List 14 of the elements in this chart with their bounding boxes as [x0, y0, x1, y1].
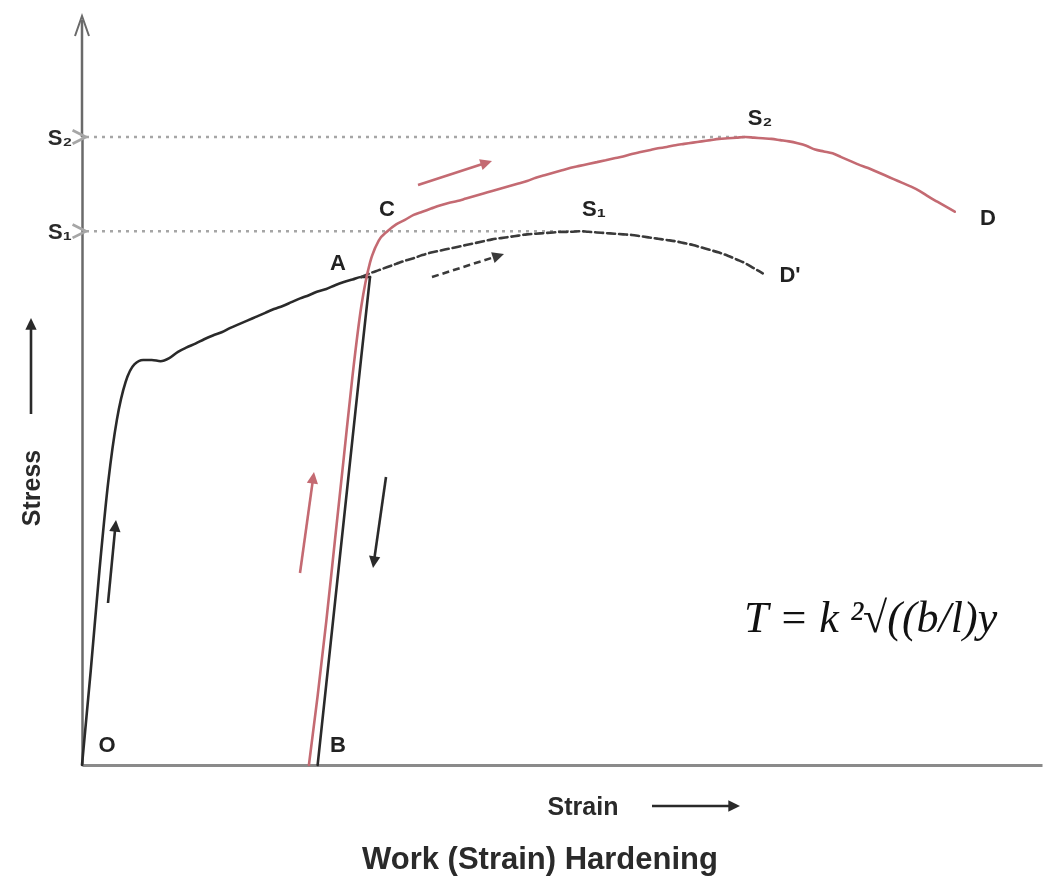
y-axis-title: Stress — [17, 449, 45, 527]
text: S₂ — [747, 104, 773, 130]
x-axis-title: Strain — [547, 792, 619, 820]
annotation: C — [379, 195, 396, 221]
text: Work (Strain) Hardening — [362, 840, 718, 876]
annotation: O — [98, 731, 116, 757]
annotation: D' — [779, 261, 801, 287]
annotation: B — [330, 731, 346, 757]
ref-line-label: S₁ — [48, 218, 72, 244]
annotation: S₁ — [582, 195, 606, 221]
annotation: D — [980, 204, 996, 230]
annotation: A — [330, 249, 347, 275]
annotation: T = k ²√((b/l)y — [744, 593, 998, 642]
ref-line-label: S₂ — [47, 124, 73, 150]
